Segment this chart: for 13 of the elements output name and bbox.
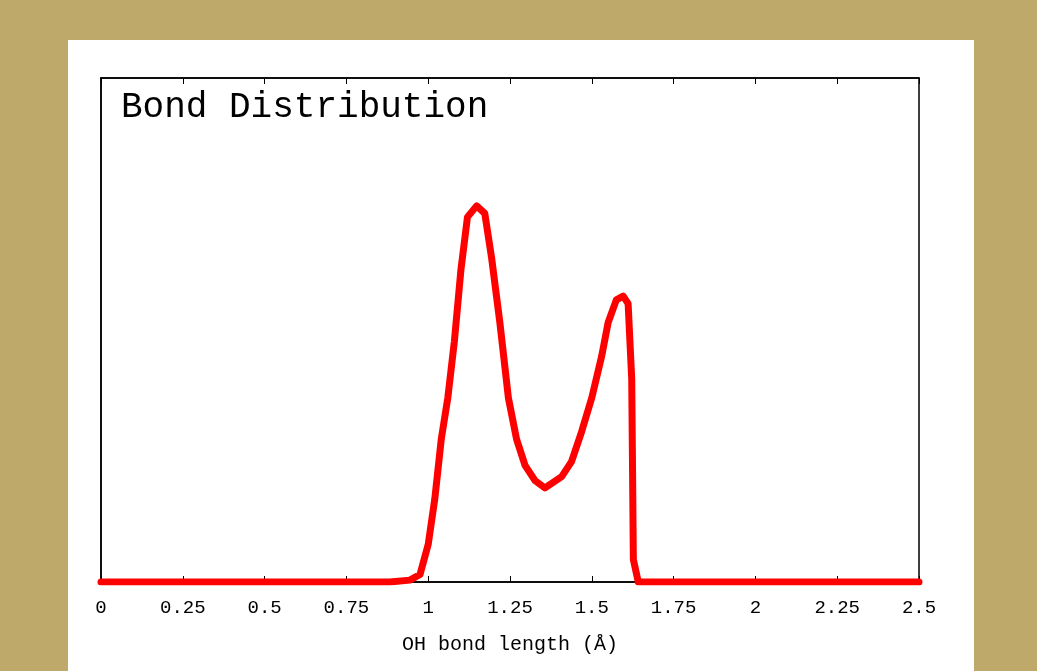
x-tick-label: 2.5 bbox=[901, 596, 937, 619]
chart-title: Bond Distribution bbox=[121, 86, 489, 128]
x-tick-label: 2 bbox=[749, 596, 762, 619]
x-tick-label: 0.5 bbox=[247, 596, 282, 619]
x-tick-label: 1.75 bbox=[650, 596, 697, 619]
x-tick-label: 1 bbox=[422, 596, 434, 619]
x-tick-label: 1.25 bbox=[487, 596, 533, 619]
x-tick-label: 0 bbox=[95, 596, 107, 619]
x-tick-label: 0.75 bbox=[323, 596, 370, 619]
x-tick-label: 2.25 bbox=[814, 596, 860, 619]
x-tick-label: 0.25 bbox=[160, 596, 206, 619]
x-axis-title: OH bond length (Å) bbox=[401, 632, 619, 656]
x-tick-label: 1.5 bbox=[574, 596, 609, 619]
